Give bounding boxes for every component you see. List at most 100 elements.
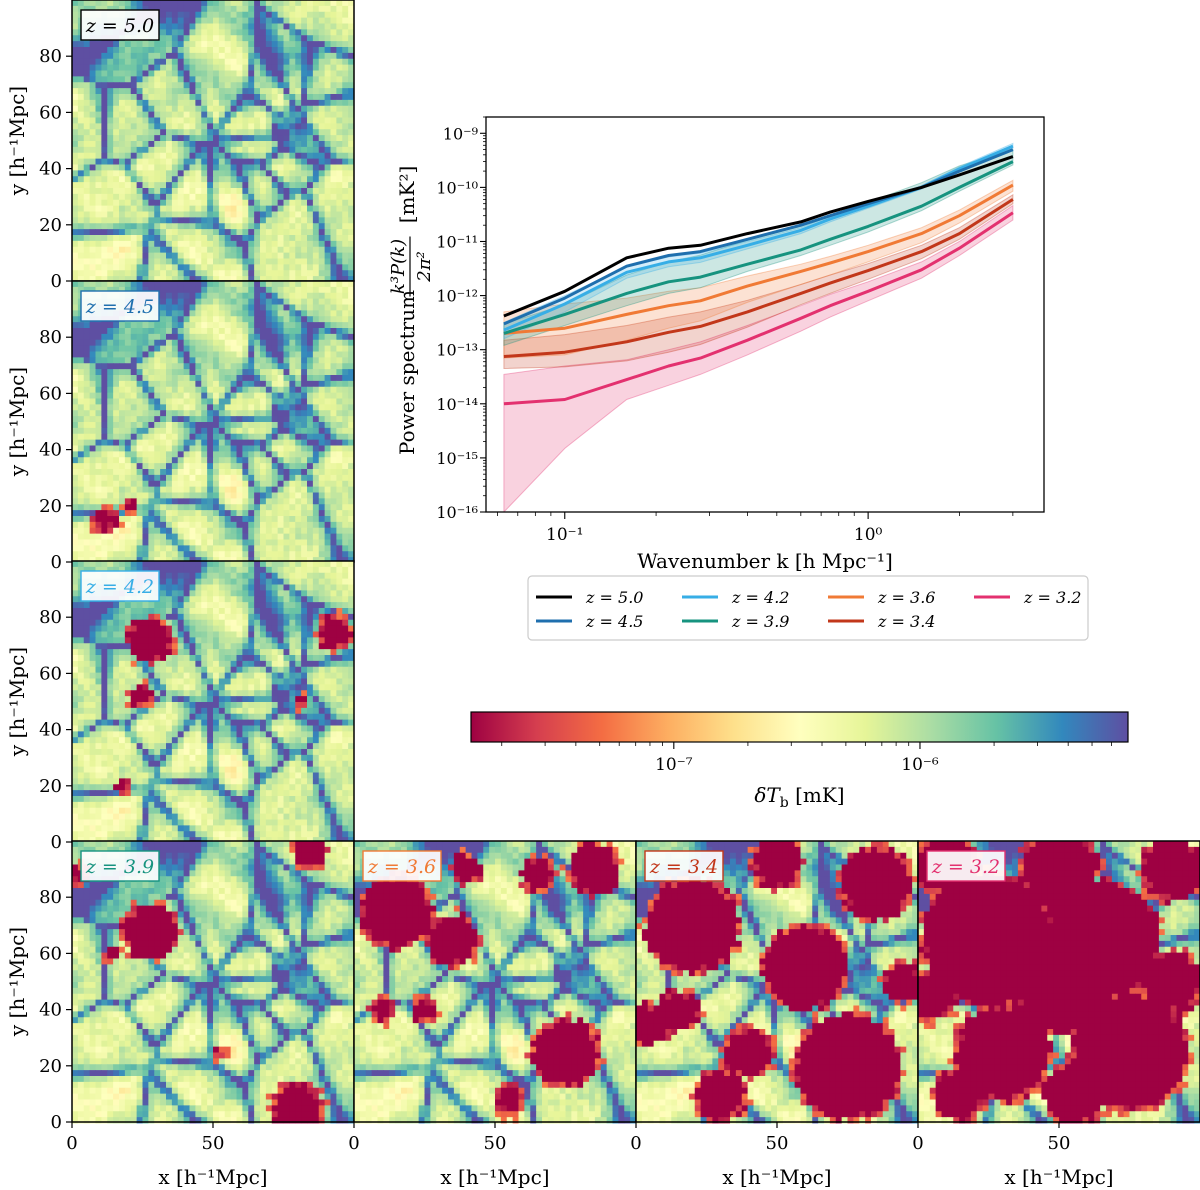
map-cell: [283, 596, 290, 603]
map-cell: [230, 578, 237, 585]
map-cell: [171, 474, 179, 482]
map-cell: [307, 35, 314, 42]
map-cell: [189, 545, 196, 552]
map-cell: [342, 105, 349, 113]
map-cell: [342, 223, 349, 230]
map-cell: [130, 64, 138, 71]
map-cell: [124, 561, 132, 568]
map-cell: [312, 498, 320, 505]
map-cell: [142, 439, 149, 446]
map-cell: [171, 193, 179, 201]
map-cell: [183, 117, 190, 124]
map-cell: [230, 141, 237, 148]
map-cell: [307, 404, 314, 411]
map-cell: [124, 193, 132, 201]
map-cell: [301, 0, 308, 7]
map-cell: [113, 602, 120, 609]
map-cell: [289, 146, 296, 154]
map-cell: [171, 246, 179, 254]
map-cell: [124, 270, 132, 277]
map-cell: [154, 463, 161, 470]
map-cell: [207, 82, 214, 89]
map-cell: [107, 270, 114, 277]
map-cell: [77, 527, 85, 535]
map-cell: [230, 199, 237, 207]
map-cell: [195, 188, 202, 195]
map-cell: [242, 205, 249, 212]
map-cell: [189, 328, 196, 335]
map-cell: [230, 527, 237, 535]
map-cell: [265, 117, 273, 124]
map-cell: [213, 439, 220, 446]
map-cell: [189, 123, 196, 130]
map-cell: [89, 188, 96, 195]
map-cell: [177, 533, 185, 540]
map-cell: [72, 533, 79, 540]
map-cell: [224, 578, 232, 585]
map-cell: [295, 217, 302, 224]
map-cell: [142, 99, 149, 107]
map-cell: [119, 380, 126, 388]
map-cell: [318, 521, 326, 529]
map-cell: [189, 281, 196, 288]
map-cell: [254, 486, 261, 493]
map-cell: [189, 351, 196, 358]
map-cell: [130, 439, 138, 446]
map-cell: [148, 486, 155, 493]
map-cell: [348, 123, 355, 130]
map-cell: [307, 298, 314, 305]
map-cell: [207, 205, 214, 212]
map-cell: [166, 375, 173, 382]
map-cell: [72, 480, 79, 488]
map-cell: [236, 445, 243, 452]
map-cell: [89, 369, 96, 376]
map-cell: [307, 516, 314, 523]
map-cell: [330, 82, 337, 89]
map-cell: [301, 328, 308, 335]
map-cell: [166, 439, 173, 446]
map-cell: [77, 152, 85, 160]
map-cell: [330, 527, 337, 535]
map-cell: [213, 29, 220, 36]
map-cell: [242, 439, 249, 446]
map-cell: [230, 217, 237, 224]
map-cell: [142, 510, 149, 517]
map-cell: [195, 205, 202, 212]
map-cell: [254, 504, 261, 511]
map-cell: [89, 105, 96, 113]
map-cell: [218, 439, 226, 446]
map-cell: [101, 339, 108, 347]
map-cell: [312, 82, 320, 89]
map-cell: [218, 64, 226, 71]
map-cell: [277, 164, 284, 171]
map-cell: [342, 23, 349, 30]
map-cell: [260, 0, 267, 7]
map-cell: [142, 223, 149, 230]
map-cell: [142, 141, 149, 148]
map-cell: [254, 246, 261, 254]
map-cell: [171, 205, 179, 212]
map-cell: [130, 527, 138, 535]
map-cell: [283, 392, 290, 399]
map-cell: [130, 258, 138, 265]
map-cell: [154, 498, 161, 505]
map-cell: [207, 41, 214, 48]
map-cell: [324, 229, 331, 236]
map-cell: [348, 252, 355, 259]
map-cell: [177, 516, 185, 523]
map-cell: [89, 211, 96, 218]
map-cell: [166, 357, 173, 364]
map-cell: [154, 521, 161, 529]
map-cell: [213, 380, 220, 388]
map-cell: [248, 17, 255, 24]
map-cell: [224, 486, 232, 493]
map-cell: [171, 229, 179, 236]
map-cell: [283, 35, 290, 42]
map-cell: [171, 521, 179, 529]
map-cell: [89, 527, 96, 535]
map-cell: [218, 70, 226, 77]
map-cell: [148, 135, 155, 142]
map-cell: [195, 193, 202, 201]
map-cell: [95, 211, 102, 218]
map-cell: [289, 357, 296, 364]
